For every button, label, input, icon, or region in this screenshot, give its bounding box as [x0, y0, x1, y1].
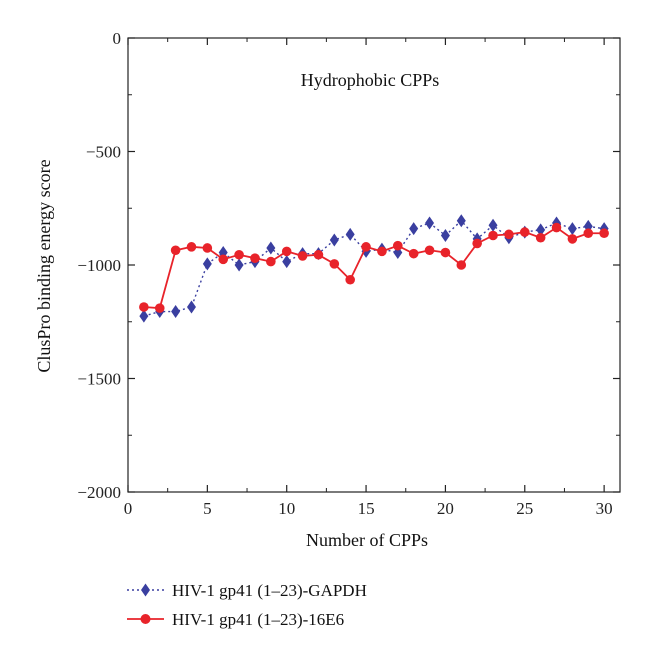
data-point-16e6 [170, 245, 181, 256]
data-point-16e6 [535, 232, 546, 243]
data-point-16e6 [345, 274, 355, 285]
x-tick-label: 10 [278, 499, 295, 518]
data-point-gapdh [456, 214, 466, 228]
x-tick-label: 30 [596, 499, 613, 518]
data-point-16e6 [393, 240, 403, 251]
data-point-16e6 [424, 245, 435, 256]
data-point-gapdh [567, 222, 577, 236]
legend-item-gapdh: HIV-1 gp41 (1–23)-GAPDH [127, 581, 367, 600]
y-tick-label: −1500 [77, 370, 121, 389]
data-point-16e6 [139, 302, 149, 312]
data-point-16e6 [519, 227, 530, 237]
x-axis-label: Number of CPPs [306, 530, 428, 550]
data-point-16e6 [567, 234, 578, 244]
legend: HIV-1 gp41 (1–23)-GAPDH HIV-1 gp41 (1–23… [127, 581, 367, 629]
data-point-gapdh [171, 305, 181, 319]
legend-label-gapdh: HIV-1 gp41 (1–23)-GAPDH [172, 581, 367, 600]
legend-item-16e6: HIV-1 gp41 (1–23)-16E6 [127, 610, 344, 629]
data-point-gapdh [266, 241, 276, 255]
data-point-gapdh [186, 300, 196, 314]
data-point-gapdh [345, 227, 355, 241]
data-point-16e6 [504, 229, 514, 240]
data-point-16e6 [313, 249, 324, 260]
data-point-16e6 [297, 251, 308, 261]
y-tick-label: 0 [113, 29, 122, 48]
data-point-gapdh [202, 257, 212, 271]
data-point-16e6 [456, 260, 467, 270]
data-point-gapdh [536, 223, 546, 237]
axes: 0 5 10 15 20 25 30 0 −500 −1000 −1500 −2000 [77, 29, 621, 518]
series-layer [139, 214, 609, 323]
series-line-16e6 [143, 226, 605, 310]
data-point-16e6 [329, 259, 340, 269]
data-point-16e6 [202, 243, 213, 253]
data-point-gapdh [218, 246, 228, 260]
data-point-16e6 [218, 254, 229, 265]
data-point-16e6 [472, 238, 482, 249]
x-tick-label: 5 [203, 499, 212, 518]
data-point-gapdh [329, 233, 339, 247]
data-point-16e6 [186, 242, 197, 252]
legend-label-16e6: HIV-1 gp41 (1–23)-16E6 [172, 610, 344, 629]
y-tick-label: −500 [86, 143, 121, 162]
data-point-16e6 [266, 256, 276, 267]
plot-frame [127, 37, 621, 493]
x-tick-label: 20 [437, 499, 454, 518]
data-point-gapdh [488, 218, 498, 232]
x-tick-label: 15 [358, 499, 375, 518]
legend-marker-16e6 [140, 614, 151, 624]
data-point-16e6 [361, 242, 371, 252]
chart-title: Hydrophobic CPPs [301, 70, 440, 90]
data-point-gapdh [409, 222, 419, 236]
data-point-16e6 [440, 247, 451, 258]
y-tick-label: −1000 [77, 256, 121, 275]
x-tick-label: 0 [124, 499, 133, 518]
data-point-16e6 [281, 246, 292, 257]
legend-marker-gapdh [141, 583, 150, 597]
data-point-gapdh [282, 255, 292, 269]
data-point-gapdh [425, 216, 435, 230]
data-point-16e6 [377, 246, 387, 257]
data-point-16e6 [234, 249, 244, 260]
data-point-gapdh [139, 309, 149, 323]
data-point-gapdh [440, 228, 450, 242]
data-point-16e6 [154, 303, 165, 313]
data-point-16e6 [583, 228, 594, 239]
data-point-16e6 [408, 248, 419, 259]
y-tick-label: −2000 [77, 483, 121, 502]
x-tick-label: 25 [516, 499, 533, 518]
data-point-16e6 [599, 228, 609, 239]
data-point-16e6 [551, 222, 562, 233]
y-axis-label: ClusPro binding energy score [34, 159, 54, 372]
data-point-gapdh [234, 258, 244, 272]
data-point-16e6 [488, 230, 498, 241]
data-point-16e6 [250, 253, 260, 263]
